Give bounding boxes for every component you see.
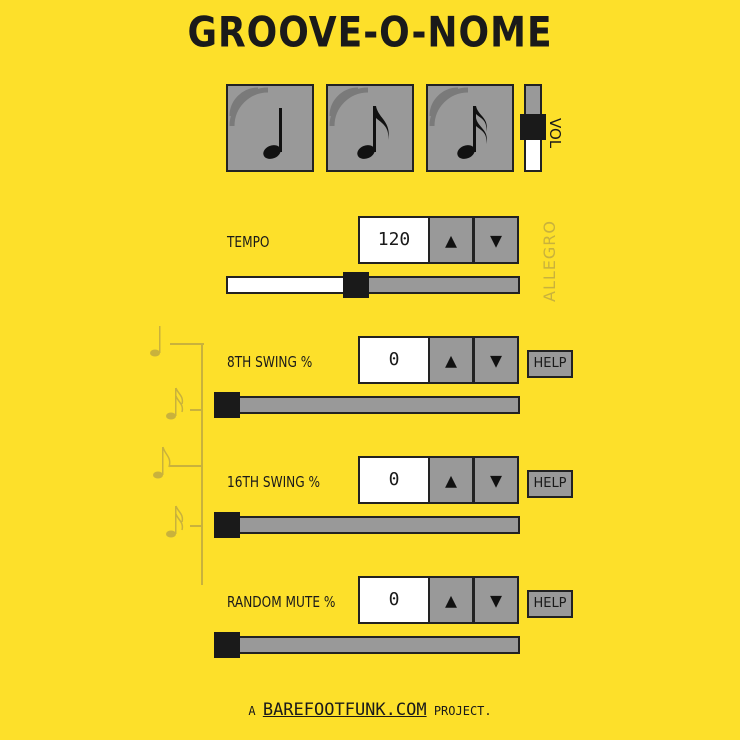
random-mute-slider-thumb[interactable] bbox=[214, 632, 240, 658]
random-mute-slider-track[interactable] bbox=[226, 636, 520, 654]
footer: A BAREFOOTFUNK.COM PROJECT. bbox=[0, 700, 740, 720]
eighth-swing-slider-thumb[interactable] bbox=[214, 392, 240, 418]
sixteenth-swing-label: 16TH SWING % bbox=[227, 473, 321, 491]
eighth-swing-up-button[interactable]: ▲ bbox=[428, 336, 474, 384]
sixteenth-swing-down-button[interactable]: ▼ bbox=[473, 456, 519, 504]
eighth-swing-slider-track[interactable] bbox=[226, 396, 520, 414]
sixteenth-swing-up-button[interactable]: ▲ bbox=[428, 456, 474, 504]
eighth-swing-down-button[interactable]: ▼ bbox=[473, 336, 519, 384]
random-mute-down-button[interactable]: ▼ bbox=[473, 576, 519, 624]
note-tree-decoration bbox=[150, 326, 204, 585]
tempo-slider-fill bbox=[228, 278, 356, 292]
random-mute-value[interactable]: 0 bbox=[358, 576, 430, 624]
tempo-down-button[interactable]: ▼ bbox=[473, 216, 519, 264]
random-mute-help-button[interactable]: HELP bbox=[527, 590, 573, 618]
sixteenth-swing-slider-thumb[interactable] bbox=[214, 512, 240, 538]
volume-label: VOL bbox=[546, 118, 564, 149]
app-title: GROOVE-O-NOME bbox=[187, 8, 553, 58]
eighth-swing-help-button[interactable]: HELP bbox=[527, 350, 573, 378]
eighth-swing-value[interactable]: 0 bbox=[358, 336, 430, 384]
tempo-marking: ALLEGRO bbox=[540, 220, 559, 302]
sixteenth-note-button[interactable] bbox=[426, 84, 514, 172]
volume-slider-fill bbox=[526, 86, 540, 122]
sixteenth-swing-slider-track[interactable] bbox=[226, 516, 520, 534]
quarter-note-button[interactable] bbox=[226, 84, 314, 172]
random-mute-up-button[interactable]: ▲ bbox=[428, 576, 474, 624]
sixteenth-swing-value[interactable]: 0 bbox=[358, 456, 430, 504]
sixteenth-note-icon bbox=[429, 87, 487, 159]
tempo-label: TEMPO bbox=[227, 233, 270, 251]
tempo-slider-thumb[interactable] bbox=[343, 272, 369, 298]
tempo-value[interactable]: 120 bbox=[358, 216, 430, 264]
footer-link[interactable]: BAREFOOTFUNK.COM bbox=[262, 700, 427, 720]
random-mute-label: RANDOM MUTE % bbox=[227, 593, 336, 611]
eighth-note-button[interactable] bbox=[326, 84, 414, 172]
eighth-swing-label: 8TH SWING % bbox=[227, 353, 313, 371]
sixteenth-swing-help-button[interactable]: HELP bbox=[527, 470, 573, 498]
eighth-note-icon bbox=[329, 87, 389, 159]
volume-slider-thumb[interactable] bbox=[520, 114, 546, 140]
footer-prefix: A bbox=[248, 704, 256, 718]
tempo-slider-track[interactable] bbox=[226, 276, 520, 294]
tempo-up-button[interactable]: ▲ bbox=[428, 216, 474, 264]
footer-suffix: PROJECT. bbox=[433, 704, 492, 718]
quarter-note-icon bbox=[229, 87, 282, 159]
